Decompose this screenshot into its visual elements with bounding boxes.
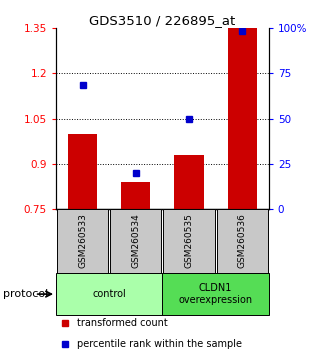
Bar [56,273,163,315]
Bar [164,209,214,273]
Text: control: control [92,289,126,299]
Text: GSM260535: GSM260535 [185,213,194,268]
Bar [174,155,204,209]
Text: GSM260534: GSM260534 [131,213,140,268]
Bar [121,182,150,209]
Text: CLDN1
overexpression: CLDN1 overexpression [179,283,253,305]
Text: GSM260536: GSM260536 [238,213,247,268]
Title: GDS3510 / 226895_at: GDS3510 / 226895_at [89,14,236,27]
Bar [217,209,268,273]
Text: GSM260533: GSM260533 [78,213,87,268]
Bar [110,209,161,273]
Bar [228,28,257,209]
Bar [163,273,269,315]
Bar [68,133,97,209]
Bar [57,209,108,273]
Text: percentile rank within the sample: percentile rank within the sample [77,339,242,349]
Text: transformed count: transformed count [77,318,168,328]
Text: protocol: protocol [3,289,48,299]
